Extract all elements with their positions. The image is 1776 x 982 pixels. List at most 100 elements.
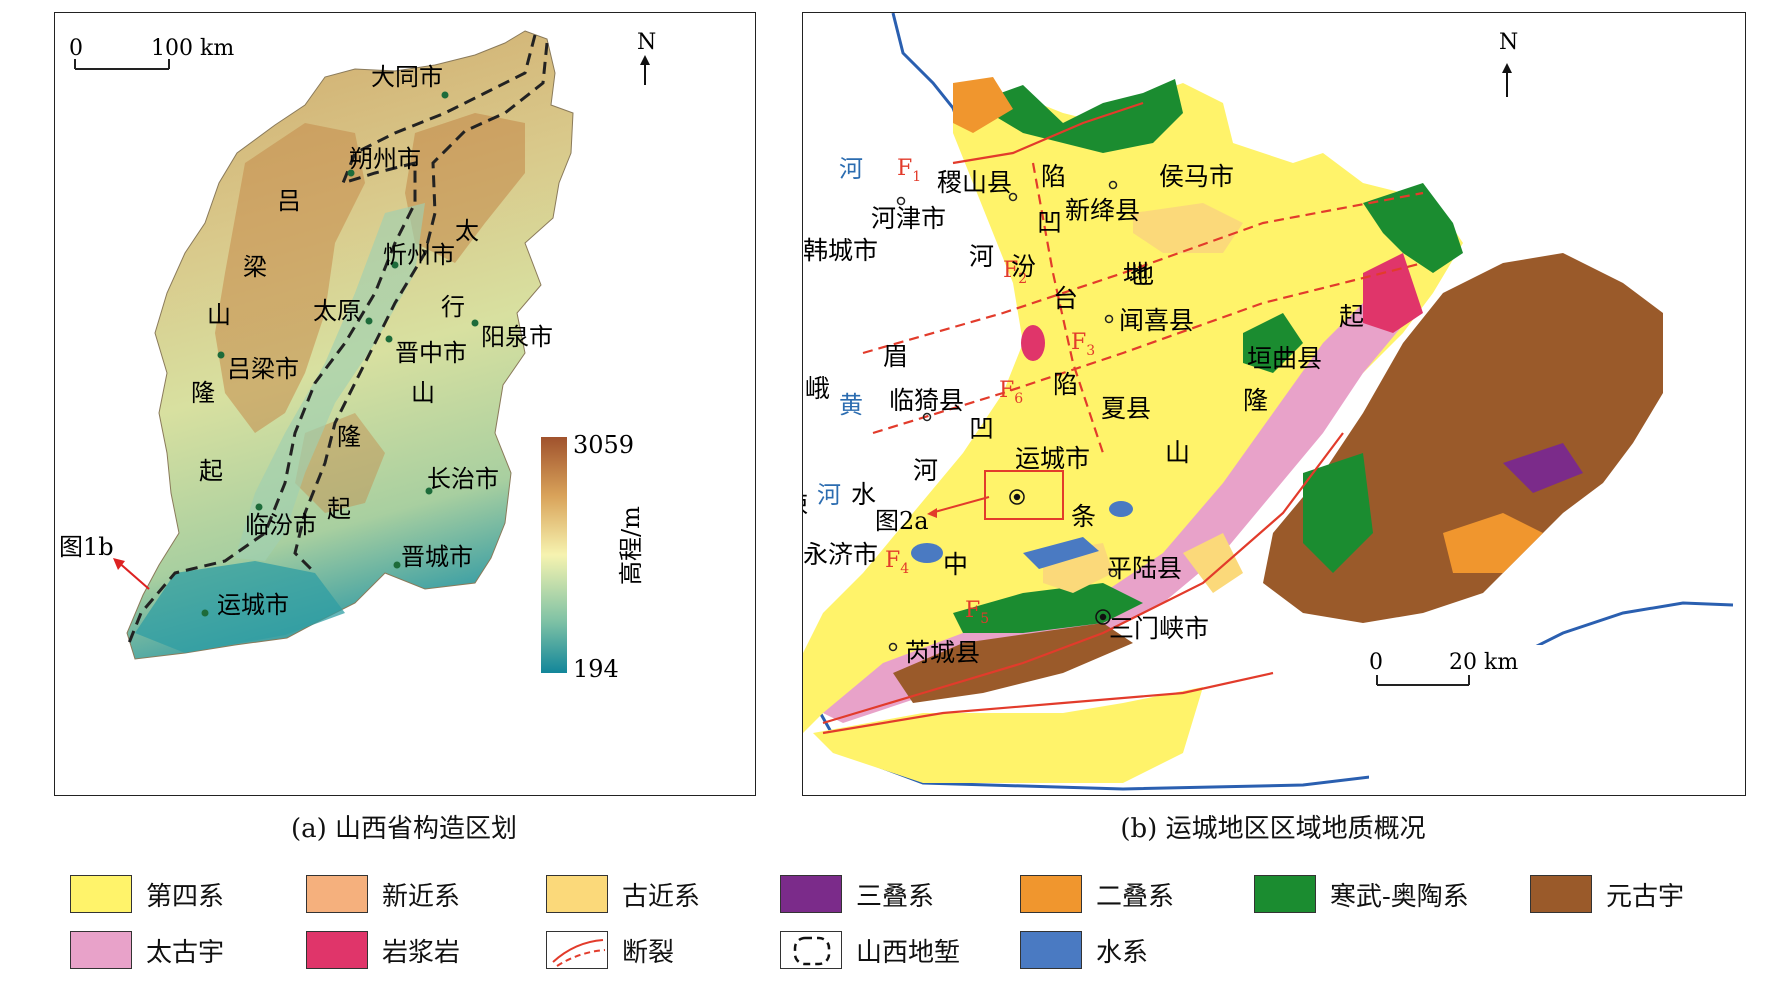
emei-char-1: 峨	[805, 374, 830, 403]
city-dot-shuozhou	[347, 169, 355, 177]
fault-f4-line	[822, 432, 1344, 725]
legend-label-graben: 山西地堑	[856, 937, 961, 968]
quaternary-south-strip	[813, 687, 1203, 783]
taihang-char-3: 山	[411, 379, 435, 407]
fenhe-char-5: 地	[1123, 260, 1148, 289]
place-ruicheng: 芮城县	[905, 638, 980, 667]
cambro-ordovician-ne	[1243, 313, 1303, 373]
luliang-char-2: 梁	[243, 253, 267, 281]
graben-low-band	[235, 203, 425, 561]
graben-boundary-icon	[793, 936, 831, 966]
emei-char-2: 眉	[883, 342, 908, 371]
fault-f6-line	[1031, 162, 1105, 454]
scale-zero-label: 0	[69, 36, 83, 61]
legend-swatch-quaternary	[70, 875, 132, 913]
dot-pinglu	[1108, 568, 1118, 578]
river-char-4: 河	[817, 481, 841, 509]
legend-label-permian: 二叠系	[1096, 881, 1175, 912]
city-yuncheng: 运城市	[217, 591, 289, 619]
city-jinzhong: 晋中市	[395, 339, 467, 367]
sushui-char-3: 河	[913, 456, 938, 485]
emei-char-3: 台	[1053, 284, 1078, 313]
scale-distance-label: 100 km	[151, 36, 234, 61]
legend-item-magmatic: 岩浆岩	[306, 928, 460, 972]
yuncheng-marker-inner	[1013, 493, 1021, 501]
colorbar-title: 高程/m	[617, 506, 645, 585]
north-arrowhead-icon	[640, 55, 650, 65]
legend-item-water: 水系	[1020, 928, 1148, 972]
legend-item-cambro-ordovician: 寒武-奥陶系	[1254, 872, 1469, 916]
caption-panel-a: (a) 山西省构造区划	[290, 814, 518, 844]
panel-a-shanxi-map: 0 100 km N 大同市 朔州市 忻州市 太原 阳泉市 晋中市 吕梁市 长治…	[54, 12, 756, 796]
graben-boundary-west	[127, 34, 537, 644]
legend-item-fault: 断裂	[546, 928, 674, 972]
legend-label-fault: 断裂	[622, 937, 675, 968]
legend-label-neogene: 新近系	[382, 881, 461, 912]
place-hejin: 河津市	[871, 204, 946, 233]
fault-f4-sub: 4	[900, 561, 909, 577]
panel-b-yuncheng-geology-map: F1 F2 F3 F4 F5 F6 黄 河 黄 河 稷山县 新绛县 侯马市 河津…	[802, 12, 1746, 796]
place-jishan: 稷山县	[937, 168, 1012, 197]
city-dot-xinzhou	[391, 261, 399, 269]
figure-2a-extent-box	[984, 470, 1064, 520]
legend-swatch-archean	[70, 931, 132, 969]
figure-2a-label: 图2a	[875, 507, 929, 535]
magmatic-west	[1021, 325, 1045, 361]
city-markers	[201, 91, 479, 617]
legend-swatch-water	[1020, 931, 1082, 969]
legend-swatch-permian	[1020, 875, 1082, 913]
sushui-char-5: 凹	[969, 414, 994, 443]
taihang-char-5: 起	[327, 495, 351, 523]
legend-item-graben: 山西地堑	[780, 928, 960, 972]
city-xinzhou: 忻州市	[383, 241, 455, 269]
fault-line-icon	[552, 939, 606, 967]
sushui-char-1: 涑	[803, 490, 808, 519]
colorbar-max-label: 3059	[573, 431, 634, 459]
legend-label-triassic: 三叠系	[856, 881, 935, 912]
fault-f3-line	[872, 261, 1424, 435]
figure-1b-arrow-icon	[116, 560, 150, 590]
fault-f6-sub: 6	[1014, 391, 1023, 407]
city-jincheng: 晋城市	[401, 543, 473, 571]
taihang-char-2: 行	[441, 293, 465, 321]
legend-swatch-proterozoic	[1530, 875, 1592, 913]
taihang-char-1: 太	[455, 217, 479, 245]
paleogene-patch-3	[1183, 533, 1243, 593]
cambro-ordovician-se	[1303, 453, 1373, 573]
fenhe-char-4: 凹	[1037, 208, 1062, 237]
lvliang-highland	[215, 123, 365, 433]
legend-swatch-fault	[546, 931, 608, 969]
city-taiyuan: 太原	[313, 297, 361, 325]
legend-item-quaternary: 第四系	[70, 872, 224, 916]
legend-label-paleogene: 古近系	[622, 881, 701, 912]
legend-item-proterozoic: 元古宇	[1530, 872, 1684, 916]
legend-label-water: 水系	[1096, 937, 1149, 968]
city-dot-jinzhong	[385, 335, 393, 343]
place-xinjiang: 新绛县	[1065, 196, 1140, 225]
permian-east	[1443, 513, 1543, 573]
city-dot-changzhi	[425, 487, 433, 495]
dot-xinjiang	[1108, 180, 1118, 190]
city-shuozhou: 朔州市	[349, 145, 421, 173]
place-yuanqu: 垣曲县	[1247, 344, 1322, 373]
legend-swatch-neogene	[306, 875, 368, 913]
fault-f2-line	[862, 191, 1424, 355]
elevation-colorbar	[541, 437, 567, 673]
legend-label-proterozoic: 元古宇	[1606, 881, 1685, 912]
fenhe-char-3: 陷	[1041, 162, 1066, 191]
fault-f1-line	[952, 101, 1144, 165]
water-yuncheng	[1109, 501, 1133, 517]
legend-swatch-magmatic	[306, 931, 368, 969]
place-pinglu: 平陆县	[1107, 554, 1182, 583]
cambro-ordovician-south	[953, 583, 1143, 633]
zhongtiao-char-5: 起	[1339, 302, 1364, 331]
place-houma: 侯马市	[1159, 162, 1234, 191]
triassic-east	[1503, 443, 1583, 493]
sushui-char-2: 水	[851, 480, 876, 509]
figure-1b-label: 图1b	[59, 533, 114, 561]
river-char-2: 河	[839, 155, 863, 183]
luliang-char-3: 山	[207, 301, 231, 329]
panel-b-svg: F1 F2 F3 F4 F5 F6 黄 河 黄 河 稷山县 新绛县 侯马市 河津…	[803, 13, 1745, 795]
legend-swatch-paleogene	[546, 875, 608, 913]
archean-band	[823, 273, 1413, 723]
